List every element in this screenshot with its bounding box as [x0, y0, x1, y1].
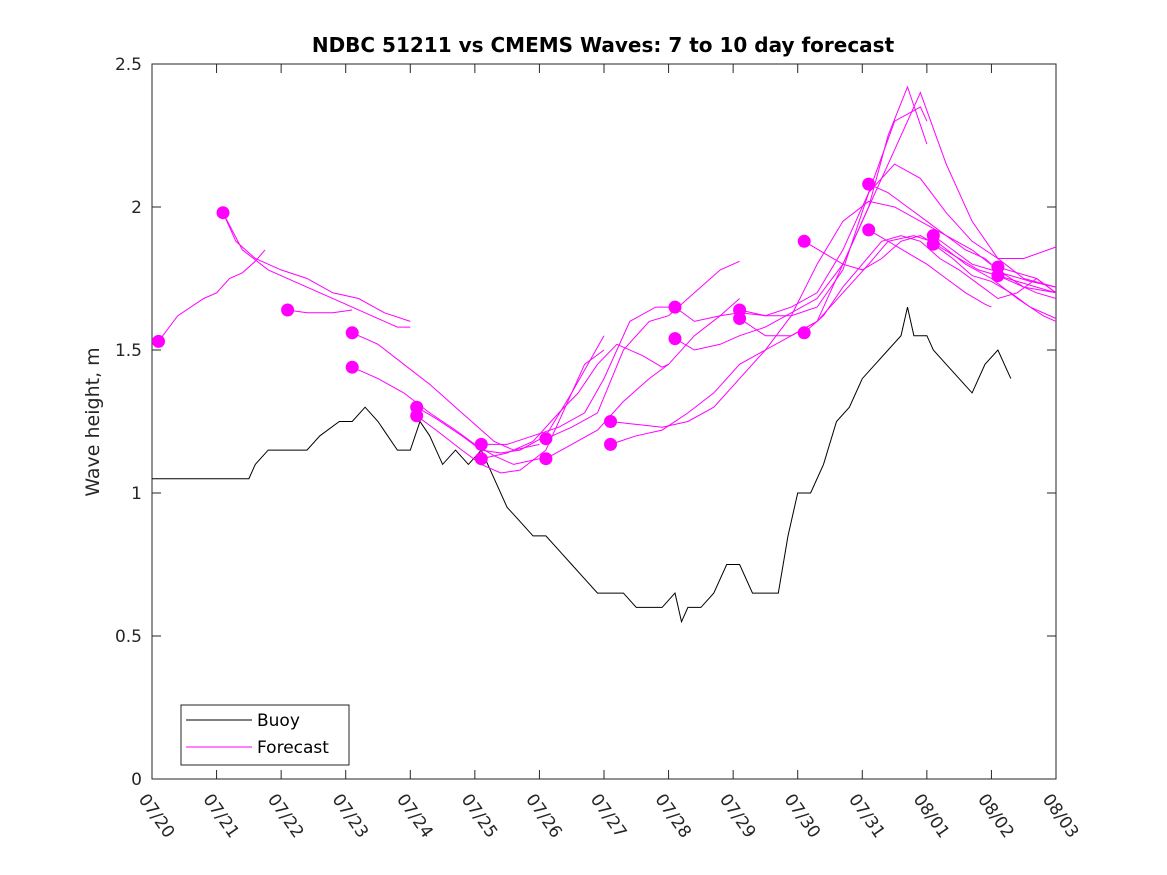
forecast-line-12 [610, 200, 1057, 428]
forecast-start-marker-18 [797, 326, 811, 340]
forecast-start-marker-4 [345, 360, 359, 374]
forecast-start-marker-16 [733, 312, 747, 325]
forecast-start-marker-7 [474, 437, 488, 451]
forecast-line-9 [481, 343, 669, 460]
forecast-start-marker-6 [410, 409, 424, 423]
forecast-line-13 [610, 235, 1057, 445]
y-tick-label-5: 2.5 [115, 55, 142, 75]
forecast-line-10 [545, 260, 740, 440]
forecast-line-5 [351, 366, 540, 465]
forecast-line-2 [222, 212, 411, 328]
forecast-start-markers [152, 177, 1005, 466]
forecast-line-20 [868, 183, 992, 265]
y-axis-ticks: 0 0.5 1 1.5 2 2.5 [115, 55, 1056, 790]
forecast-line-7 [416, 349, 605, 474]
forecast-start-marker-10 [539, 452, 553, 466]
y-tick-label-0: 0 [131, 770, 142, 790]
forecast-start-marker-8 [474, 452, 488, 466]
forecast-line-19 [803, 235, 1057, 334]
forecast-start-marker-19 [862, 177, 876, 191]
forecast-start-marker-9 [539, 432, 553, 446]
forecast-start-marker-12 [604, 437, 617, 451]
forecast-start-marker-17 [797, 234, 811, 248]
forecast-start-marker-24 [991, 269, 1005, 283]
forecast-line-6 [416, 335, 605, 454]
forecast-start-marker-22 [926, 237, 940, 251]
forecast-start-marker-14 [668, 332, 682, 346]
forecast-line-16 [739, 106, 928, 317]
forecast-line-22 [933, 235, 1057, 288]
forecast-line-23 [933, 243, 1057, 319]
y-tick-label-4: 2 [131, 198, 142, 218]
forecast-start-marker-13 [668, 300, 682, 314]
forecast-line-1 [222, 212, 411, 322]
legend-box [180, 704, 350, 766]
y-tick-label-2: 1 [131, 484, 142, 504]
y-tick-label-1: 0.5 [115, 627, 142, 647]
forecast-series [158, 85, 1057, 474]
forecast-line-24 [997, 266, 1057, 294]
forecast-start-marker-3 [345, 326, 359, 340]
buoy-line [152, 306, 1012, 624]
forecast-start-marker-20 [862, 223, 876, 237]
legend-buoy-label: Buoy [257, 711, 300, 731]
forecast-start-marker-11 [604, 415, 617, 428]
forecast-line-8 [481, 306, 669, 445]
forecast-line-11 [545, 298, 740, 460]
buoy-series [152, 306, 1012, 624]
forecast-start-marker-0 [152, 334, 165, 348]
y-axis-label: Wave height, m [82, 347, 104, 496]
forecast-line-21 [868, 229, 992, 308]
forecast-line-14 [674, 163, 1057, 322]
forecast-start-marker-1 [216, 206, 230, 220]
legend-forecast-label: Forecast [257, 738, 329, 758]
forecast-start-marker-2 [281, 303, 295, 317]
y-tick-label-3: 1.5 [115, 341, 142, 361]
forecast-line-0 [158, 249, 266, 342]
forecast-line-4 [351, 332, 540, 451]
forecast-line-25 [997, 275, 1057, 299]
forecast-line-3 [287, 309, 353, 314]
legend: Buoy Forecast [180, 704, 350, 766]
chart-title: NDBC 51211 vs CMEMS Waves: 7 to 10 day f… [312, 33, 895, 57]
